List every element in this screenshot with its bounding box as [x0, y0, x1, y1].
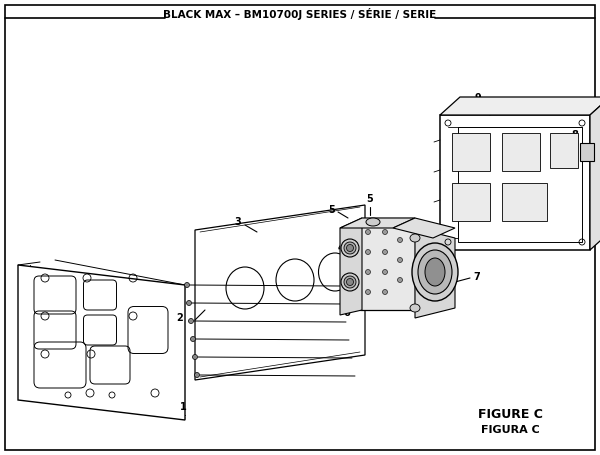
Polygon shape: [590, 97, 600, 250]
Polygon shape: [360, 218, 415, 310]
Text: FIGURA C: FIGURA C: [481, 425, 539, 435]
Polygon shape: [440, 97, 600, 115]
Text: 4: 4: [337, 243, 344, 253]
Bar: [452, 183, 490, 221]
Ellipse shape: [410, 304, 420, 312]
Text: 6: 6: [344, 308, 350, 318]
Ellipse shape: [365, 229, 371, 234]
Ellipse shape: [398, 258, 403, 263]
Bar: [550, 133, 578, 168]
Ellipse shape: [383, 229, 388, 234]
Ellipse shape: [344, 276, 356, 288]
Ellipse shape: [418, 250, 452, 294]
Polygon shape: [458, 127, 582, 242]
Ellipse shape: [412, 243, 458, 301]
Ellipse shape: [366, 218, 380, 226]
Text: FIGURE C: FIGURE C: [478, 409, 542, 421]
Ellipse shape: [425, 258, 445, 286]
Ellipse shape: [193, 354, 197, 359]
Ellipse shape: [365, 249, 371, 254]
Ellipse shape: [191, 337, 196, 342]
Polygon shape: [18, 265, 185, 420]
Text: 2: 2: [176, 313, 183, 323]
Bar: [502, 133, 540, 171]
Ellipse shape: [383, 249, 388, 254]
Ellipse shape: [341, 239, 359, 257]
Ellipse shape: [398, 238, 403, 243]
Ellipse shape: [194, 373, 199, 378]
Text: 8: 8: [572, 130, 578, 140]
Text: 5: 5: [328, 205, 335, 215]
Ellipse shape: [410, 234, 420, 242]
Ellipse shape: [383, 269, 388, 274]
Bar: [502, 183, 547, 221]
Text: 5: 5: [367, 194, 373, 204]
Text: 3: 3: [234, 217, 241, 227]
Text: 7: 7: [473, 272, 480, 282]
Ellipse shape: [188, 318, 193, 324]
Polygon shape: [415, 228, 455, 318]
Ellipse shape: [383, 289, 388, 294]
Ellipse shape: [365, 269, 371, 274]
Polygon shape: [340, 218, 415, 228]
Ellipse shape: [398, 278, 403, 283]
Text: 9: 9: [475, 93, 481, 103]
Polygon shape: [340, 218, 362, 315]
Ellipse shape: [344, 242, 356, 254]
Text: 1: 1: [180, 402, 187, 412]
Ellipse shape: [365, 289, 371, 294]
Text: BLACK MAX – BM10700J SERIES / SÉRIE / SERIE: BLACK MAX – BM10700J SERIES / SÉRIE / SE…: [163, 8, 437, 20]
Bar: [452, 133, 490, 171]
Bar: [580, 143, 594, 161]
Polygon shape: [393, 218, 455, 238]
Ellipse shape: [347, 244, 353, 252]
Ellipse shape: [187, 300, 191, 305]
Ellipse shape: [341, 273, 359, 291]
Ellipse shape: [347, 278, 353, 285]
Ellipse shape: [185, 283, 190, 288]
